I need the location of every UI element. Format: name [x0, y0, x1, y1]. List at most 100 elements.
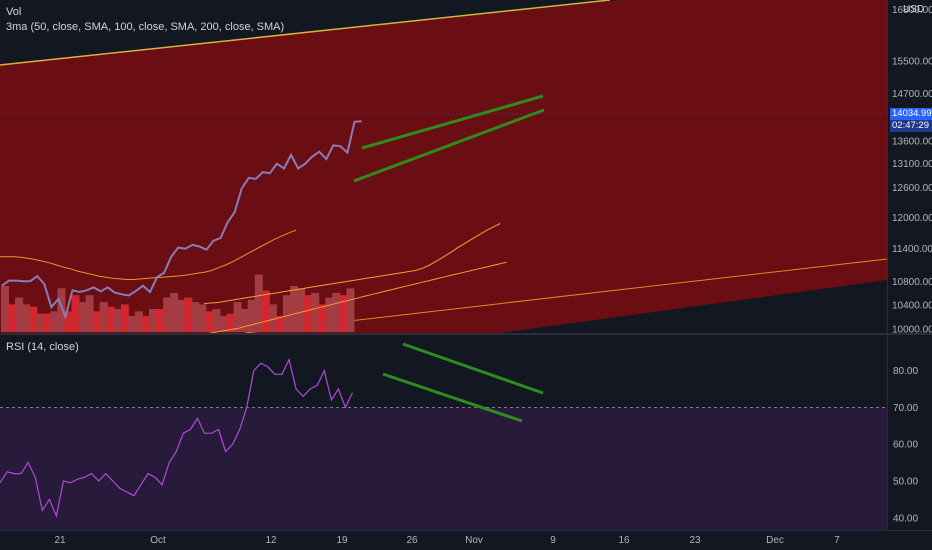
rsi-tick-label: 40.00	[893, 513, 918, 524]
volume-bar	[198, 304, 207, 332]
price-channel-fill	[0, 0, 887, 333]
currency-label[interactable]: USD	[903, 4, 925, 15]
price-tick-label: 13600.00	[892, 136, 932, 147]
rsi-tick-label: 80.00	[893, 366, 918, 377]
volume-bar	[191, 302, 200, 332]
volume-bar	[247, 299, 256, 332]
price-tick-label: 16800.00	[892, 5, 932, 16]
volume-bar	[226, 313, 235, 332]
volume-bar	[22, 304, 31, 332]
volume-bar	[311, 292, 320, 332]
volume-bar	[212, 309, 221, 332]
time-axis[interactable]: 21 Oct 12 19 26 Nov 9 16 23 Dec 7	[54, 535, 840, 546]
time-tick-label: Nov	[465, 535, 483, 546]
rsi-line	[0, 357, 354, 519]
time-tick-label: 21	[54, 535, 66, 546]
bar-countdown: 02:47:29	[890, 120, 932, 132]
time-tick-label: 23	[689, 535, 701, 546]
price-line	[1, 120, 362, 320]
volume-bar	[71, 295, 80, 332]
price-tick-label: 10800.00	[892, 277, 932, 288]
volume-bar	[290, 286, 299, 332]
price-tick-label: 12600.00	[892, 183, 932, 194]
volume-bar	[120, 304, 129, 332]
volume-bar	[325, 297, 334, 332]
volume-bar	[177, 299, 186, 332]
volume-bar	[163, 297, 172, 332]
volume-bar	[261, 290, 270, 332]
time-tick-label: Oct	[150, 535, 166, 546]
volume-bar	[99, 302, 108, 332]
current-price-tag: 14034.99	[890, 108, 932, 120]
price-axis[interactable]: 10000.00 10400.00 10800.00 11400.00 12000.00…	[892, 5, 932, 335]
volume-bar	[113, 309, 122, 332]
volume-bar	[149, 309, 158, 332]
volume-bar	[268, 304, 277, 332]
trend-channel-upper[interactable]	[361, 94, 544, 150]
rsi-trend-upper[interactable]	[402, 342, 544, 395]
rsi-legend[interactable]: RSI (14, close)	[6, 341, 79, 353]
rsi-tick-label: 70.00	[893, 403, 918, 414]
volume-bar	[64, 311, 73, 332]
volume-bar	[332, 292, 341, 332]
volume-bar	[205, 311, 214, 332]
volume-bars	[1, 274, 355, 332]
volume-bar	[318, 304, 327, 332]
rsi-pane	[0, 335, 887, 530]
rsi-axis[interactable]: 40.00 50.00 60.00 70.00 80.00	[893, 366, 918, 524]
volume-bar	[78, 302, 87, 332]
volume-bar	[346, 288, 355, 332]
volume-bar	[43, 313, 52, 332]
time-tick-label: 9	[550, 535, 556, 546]
volume-bar	[106, 306, 115, 332]
volume-bar	[57, 288, 66, 332]
rsi-overbought-band	[0, 407, 887, 530]
channel-upper-line	[0, 0, 611, 66]
time-tick-label: 26	[406, 535, 418, 546]
price-tick-label: 12000.00	[892, 213, 932, 224]
volume-bar	[29, 306, 38, 332]
ma-50-line	[0, 229, 297, 280]
trend-channel-lower[interactable]	[353, 108, 545, 183]
volume-bar	[240, 309, 249, 332]
time-tick-label: 12	[265, 535, 277, 546]
price-tick-label: 15500.00	[892, 56, 932, 67]
volume-bar	[50, 311, 59, 332]
volume-bar	[184, 297, 193, 332]
volume-legend[interactable]: Vol	[6, 6, 22, 18]
price-tick-label: 14700.00	[892, 89, 932, 100]
volume-bar	[339, 295, 348, 332]
volume-bar	[8, 304, 17, 332]
volume-bar	[15, 297, 24, 332]
price-pane	[0, 0, 888, 346]
volume-bar	[170, 292, 179, 332]
volume-bar	[219, 315, 228, 332]
time-tick-label: 7	[834, 535, 840, 546]
volume-bar	[92, 311, 101, 332]
time-tick-label: Dec	[766, 535, 784, 546]
volume-bar	[254, 274, 263, 332]
price-tick-label: 13100.00	[892, 159, 932, 170]
volume-bar	[127, 315, 136, 332]
volume-bar	[134, 311, 143, 332]
price-tick-label: 11400.00	[892, 244, 932, 255]
rsi-trend-lower[interactable]	[382, 372, 523, 423]
volume-bar	[275, 315, 284, 332]
time-tick-label: 19	[336, 535, 348, 546]
volume-bar	[1, 286, 9, 332]
volume-bar	[85, 295, 94, 332]
price-tick-label: 10400.00	[892, 300, 932, 311]
time-tick-label: 16	[618, 535, 630, 546]
volume-bar	[156, 309, 165, 332]
volume-bar	[233, 302, 242, 332]
rsi-tick-label: 50.00	[893, 477, 918, 488]
volume-bar	[304, 295, 313, 332]
ma-100-line	[203, 223, 501, 305]
volume-bar	[283, 295, 291, 332]
rsi-tick-label: 60.00	[893, 440, 918, 451]
ma-legend[interactable]: 3ma (50, close, SMA, 100, close, SMA, 20…	[6, 21, 285, 33]
volume-bar	[297, 288, 306, 332]
price-tick-label: 10000.00	[892, 324, 932, 335]
volume-bar	[142, 315, 150, 332]
